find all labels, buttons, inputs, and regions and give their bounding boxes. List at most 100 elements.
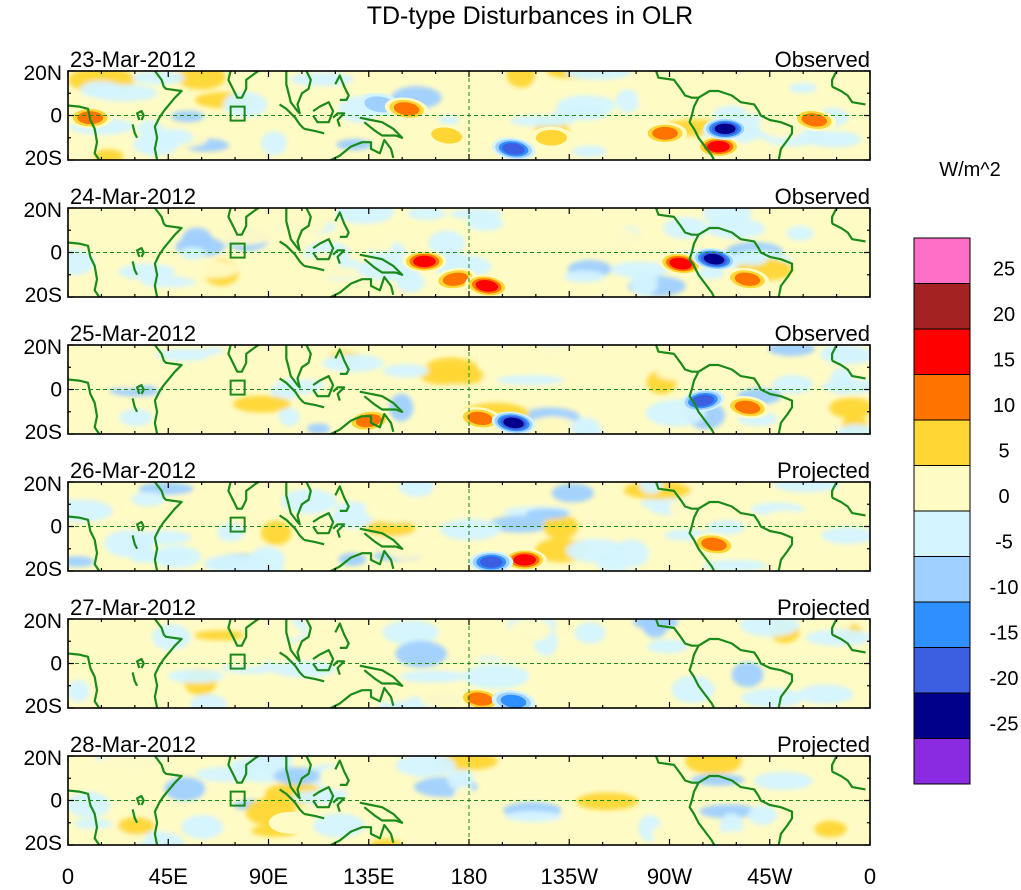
lat-label: 20S — [25, 558, 62, 581]
coastline — [278, 240, 305, 267]
olr-texture — [188, 411, 245, 434]
olr-texture — [318, 765, 364, 791]
olr-texture — [395, 756, 456, 777]
olr-texture — [525, 508, 570, 520]
coastline — [131, 398, 139, 413]
colorbar-box — [913, 328, 971, 375]
olr-texture — [389, 393, 414, 422]
coastline — [312, 101, 335, 124]
longitude-axis: 0 45E 90E 135E 180 135W 90W 45W 0 — [62, 864, 876, 889]
coastline — [153, 208, 183, 297]
coastline — [131, 672, 139, 687]
panel-status: Projected — [777, 732, 870, 757]
map-panel: 20N 0 20S 25-Mar-2012 Observed — [23, 321, 871, 444]
olr-texture — [352, 779, 410, 806]
olr-texture — [280, 489, 337, 514]
olr-texture — [181, 814, 224, 840]
olr-texture — [852, 232, 870, 252]
olr-texture — [330, 501, 376, 529]
coastline — [831, 71, 838, 87]
colorbar-label: 10 — [993, 395, 1015, 417]
olr-texture — [335, 208, 395, 225]
coastline — [278, 651, 305, 678]
coastline — [334, 348, 350, 375]
coastline — [312, 786, 335, 809]
olr-texture — [506, 71, 536, 88]
olr-texture — [119, 408, 153, 427]
map-panel: 20N 0 20S 24-Mar-2012 Observed — [23, 184, 871, 307]
coastline — [319, 138, 395, 160]
olr-texture — [731, 661, 764, 688]
colorbar-box — [913, 419, 971, 466]
coastline — [688, 371, 716, 434]
coastline — [319, 823, 395, 845]
coastline — [68, 789, 101, 845]
coastline — [831, 85, 866, 106]
olr-texture — [446, 619, 477, 640]
olr-texture — [261, 131, 287, 156]
coastline — [136, 520, 145, 532]
colorbar-label: -5 — [995, 532, 1013, 554]
olr-anomaly — [513, 554, 537, 566]
map-panel: 20N 0 20S 28-Mar-2012 Projected — [23, 732, 871, 855]
coastline — [831, 208, 838, 224]
olr-texture — [364, 495, 428, 524]
colorbar-box — [913, 647, 971, 694]
olr-texture — [398, 482, 434, 498]
olr-texture — [382, 364, 430, 378]
olr-texture — [271, 660, 337, 678]
olr-texture — [407, 208, 447, 220]
coastline — [136, 247, 145, 258]
olr-texture — [610, 261, 669, 278]
coastline — [359, 801, 404, 824]
olr-texture — [814, 820, 847, 838]
olr-texture — [574, 621, 606, 644]
olr-texture — [613, 539, 650, 568]
olr-texture — [439, 518, 502, 541]
olr-texture — [273, 767, 321, 785]
olr-texture — [97, 756, 165, 775]
lat-label: 0 — [50, 790, 62, 813]
olr-texture — [68, 619, 110, 634]
olr-anomaly — [701, 537, 727, 551]
olr-texture — [576, 792, 639, 811]
olr-texture — [68, 833, 117, 845]
olr-anomaly — [479, 556, 503, 568]
coastline — [312, 649, 335, 672]
olr-texture — [463, 664, 530, 689]
coastline — [655, 208, 699, 236]
coastline — [831, 345, 838, 361]
lat-label: 20S — [25, 284, 62, 307]
olr-texture — [80, 80, 123, 99]
olr-texture — [188, 260, 240, 278]
lat-label: 20N — [23, 62, 62, 85]
olr-texture — [604, 228, 642, 252]
lon-label: 0 — [864, 864, 876, 889]
coastline — [153, 482, 183, 571]
olr-texture — [690, 774, 745, 786]
colorbar-box — [913, 692, 971, 739]
coastline — [655, 482, 699, 510]
olr-texture — [99, 364, 153, 389]
olr-texture — [747, 805, 778, 826]
lon-label: 135E — [343, 864, 394, 889]
coastline — [227, 71, 261, 99]
olr-texture — [289, 72, 355, 87]
coastline — [312, 238, 335, 261]
colorbar-box — [913, 283, 971, 330]
olr-anomaly — [442, 272, 469, 286]
olr-anomaly — [535, 129, 568, 146]
panel-status: Projected — [777, 595, 870, 620]
olr-texture — [259, 692, 283, 705]
olr-anomaly — [691, 394, 715, 407]
olr-texture — [132, 549, 190, 564]
coastline — [655, 345, 699, 373]
olr-texture — [400, 670, 468, 683]
olr-anomaly — [714, 123, 736, 135]
olr-anomaly — [734, 400, 761, 414]
olr-texture — [170, 110, 205, 123]
coastline — [831, 222, 866, 243]
coastline — [278, 788, 305, 815]
coastline — [312, 512, 335, 535]
